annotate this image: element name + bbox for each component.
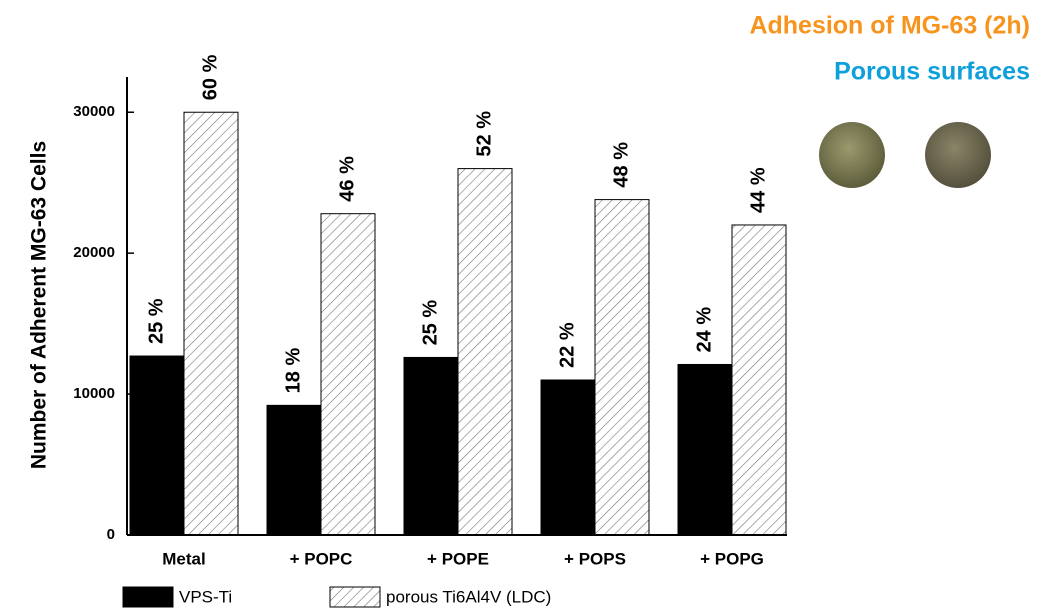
- legend-swatch: [123, 587, 173, 607]
- chart-subtitle: Porous surfaces: [834, 58, 1030, 86]
- bar-annotation: 44 %: [747, 167, 769, 213]
- sample-disc: [819, 122, 885, 188]
- bar: [404, 357, 458, 535]
- bar-annotation: 24 %: [693, 307, 715, 353]
- y-axis-label: Number of Adherent MG-63 Cells: [28, 141, 51, 469]
- bar: [130, 356, 184, 535]
- bar-annotation: 52 %: [473, 111, 495, 157]
- bar: [458, 169, 512, 535]
- chart-title: Adhesion of MG-63 (2h): [749, 12, 1030, 40]
- x-tick-label: + POPG: [700, 549, 764, 568]
- bar: [184, 112, 238, 535]
- bar: [321, 214, 375, 535]
- legend-label: VPS-Ti: [179, 587, 232, 606]
- legend-label: porous Ti6Al4V (LDC): [386, 587, 551, 606]
- x-tick-label: + POPE: [427, 549, 489, 568]
- bar-annotation: 48 %: [610, 142, 632, 188]
- chart: Adhesion of MG-63 (2h) Porous surfaces N…: [0, 0, 1041, 615]
- bar: [267, 405, 321, 535]
- bar-annotation: 22 %: [556, 322, 578, 368]
- x-tick-label: + POPC: [290, 549, 353, 568]
- bar: [541, 380, 595, 535]
- bar-annotation: 25 %: [145, 298, 167, 344]
- bar: [595, 200, 649, 535]
- bar-annotation: 46 %: [336, 156, 358, 202]
- bar-annotation: 25 %: [419, 300, 441, 346]
- legend-swatch: [330, 587, 380, 607]
- bar-annotation: 18 %: [282, 348, 304, 394]
- y-tick-label: 20000: [73, 244, 115, 261]
- bar: [732, 225, 786, 535]
- y-tick-label: 0: [107, 526, 115, 543]
- y-tick-label: 30000: [73, 103, 115, 120]
- x-tick-label: + POPS: [564, 549, 626, 568]
- x-tick-label: Metal: [162, 549, 205, 568]
- sample-disc: [925, 122, 991, 188]
- bar: [678, 364, 732, 535]
- bar-annotation: 60 %: [199, 54, 221, 100]
- y-tick-label: 10000: [73, 385, 115, 402]
